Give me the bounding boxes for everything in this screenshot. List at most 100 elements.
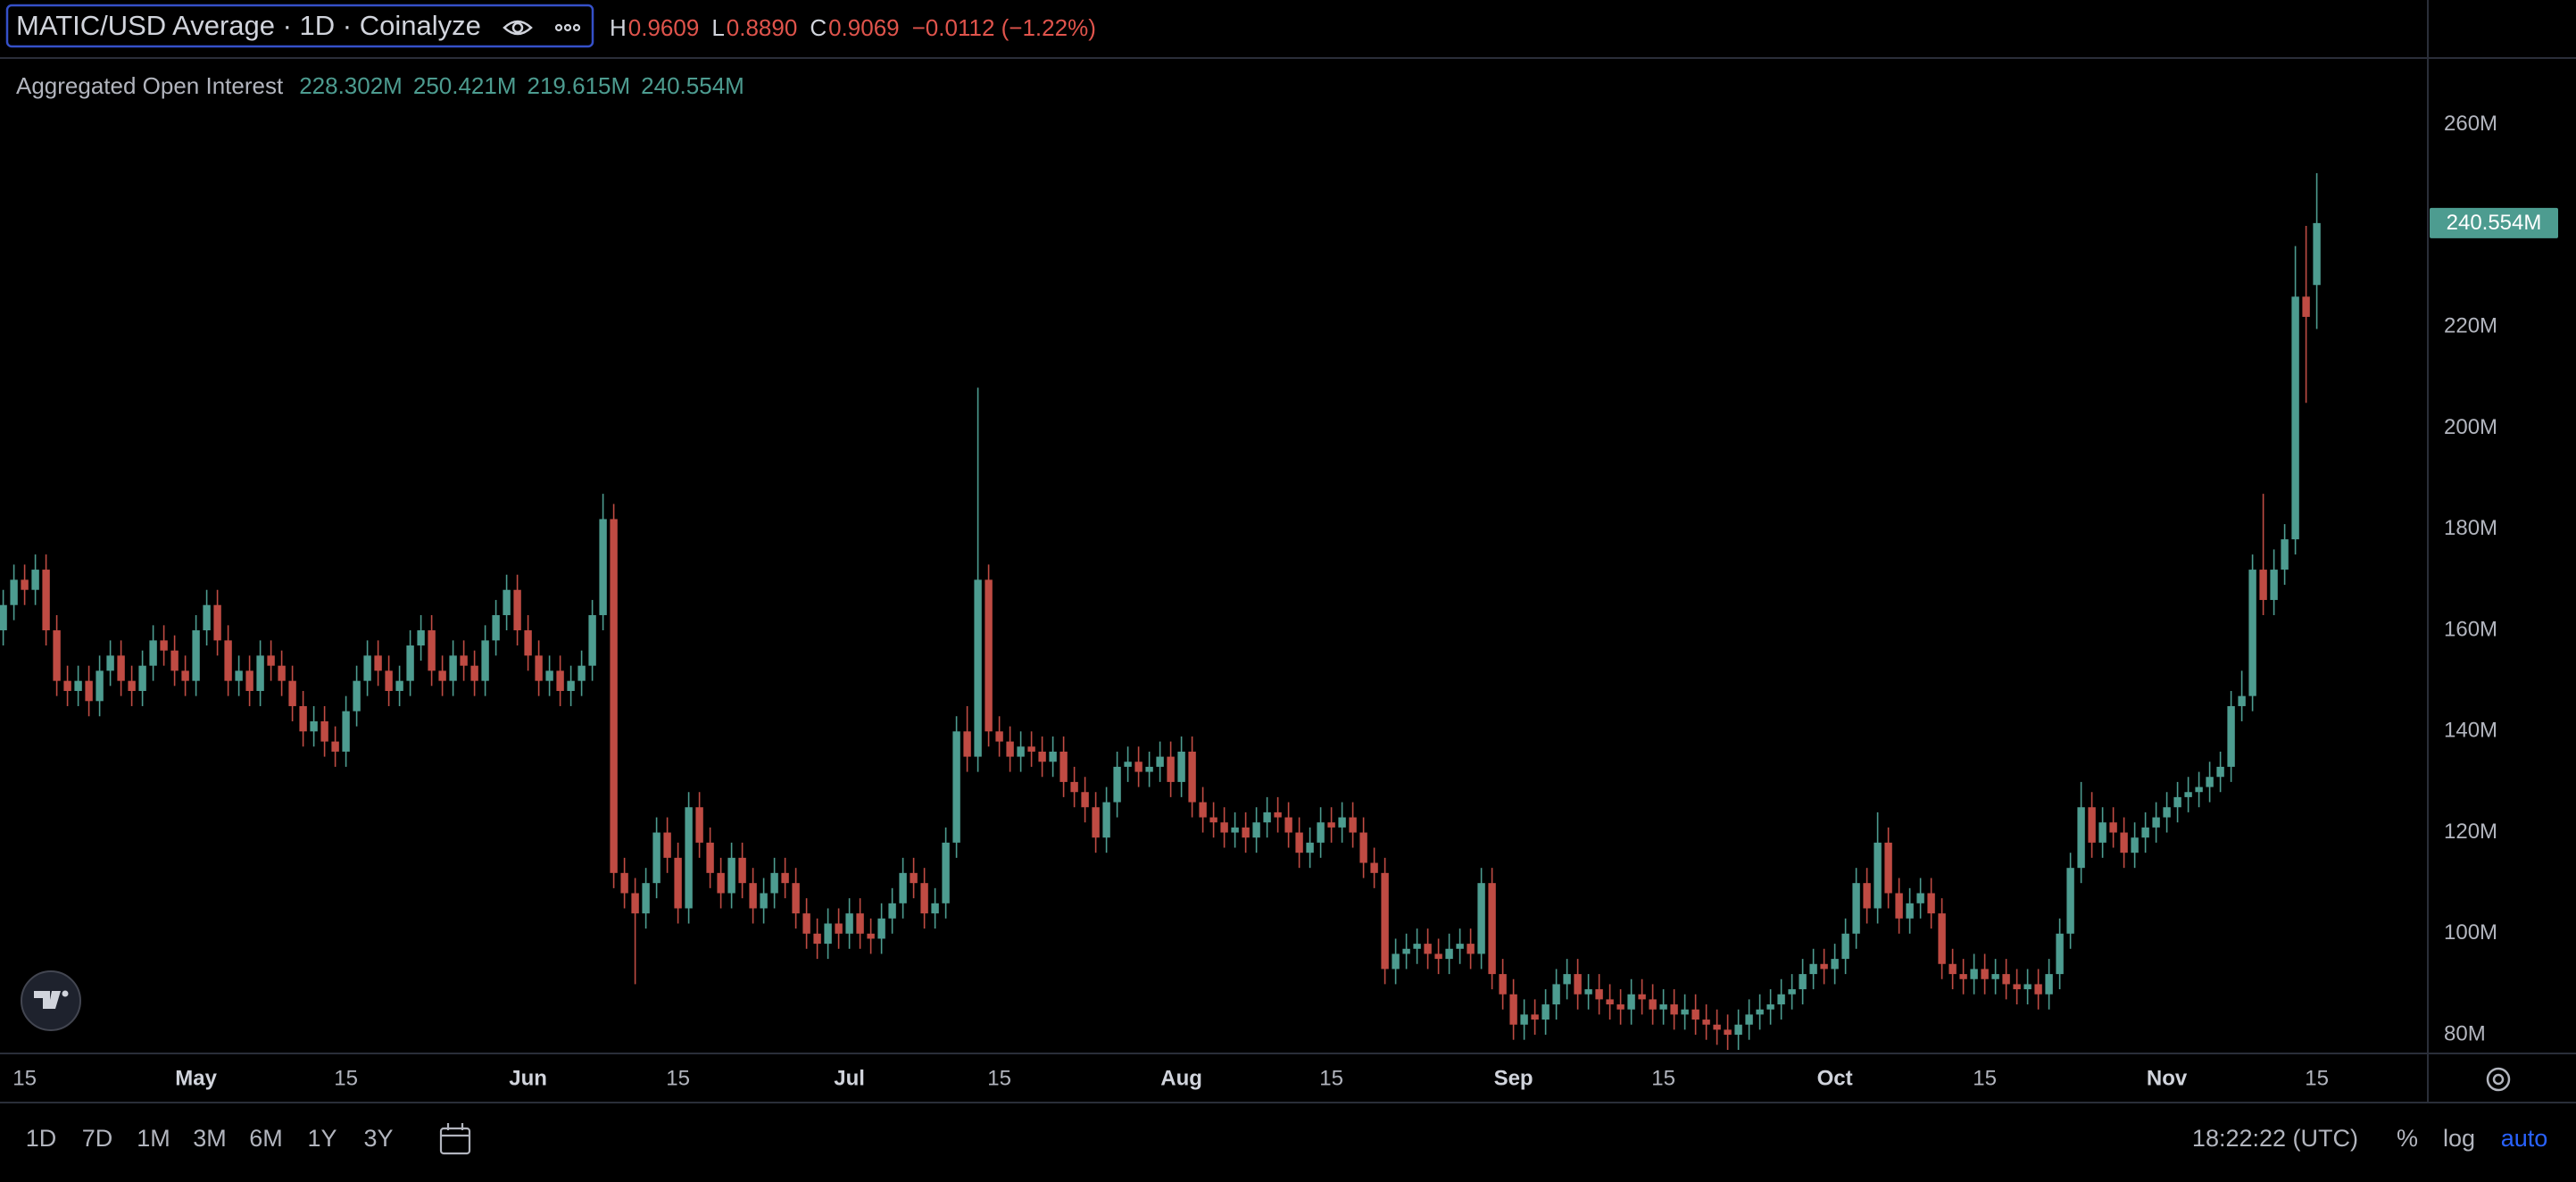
scale-option[interactable]: log xyxy=(2443,1125,2475,1152)
candle-body xyxy=(599,519,607,616)
candle-body xyxy=(867,933,875,939)
candle-body xyxy=(2163,807,2171,818)
range-button[interactable]: 7D xyxy=(82,1125,113,1152)
range-button[interactable]: 3M xyxy=(193,1125,227,1152)
candle-body xyxy=(1070,781,1078,793)
candle-body xyxy=(985,579,993,732)
candle-body xyxy=(1370,862,1378,873)
candle-body xyxy=(1724,1029,1732,1036)
candle-body xyxy=(760,893,768,909)
candle-body xyxy=(1252,822,1260,838)
candle-body xyxy=(1659,1004,1667,1010)
candle-body xyxy=(1681,1009,1689,1015)
settings-icon[interactable] xyxy=(2486,1067,2511,1092)
candle-body xyxy=(1895,893,1903,919)
candle-body xyxy=(1038,751,1046,762)
candle-body xyxy=(1874,842,1882,909)
symbol-box[interactable] xyxy=(5,4,594,48)
legend-value: 240.554M xyxy=(641,72,744,99)
candle-body xyxy=(545,670,553,681)
candle-body xyxy=(1456,944,1464,949)
calendar-icon[interactable] xyxy=(439,1123,471,1155)
candle-body xyxy=(1884,842,1892,894)
candle-body xyxy=(738,857,746,884)
candle-body xyxy=(888,903,896,919)
candle-body xyxy=(877,918,885,939)
range-button[interactable]: 1M xyxy=(137,1125,170,1152)
range-button[interactable]: 1Y xyxy=(307,1125,337,1152)
candle-body xyxy=(1359,832,1367,863)
candle-body xyxy=(674,857,682,909)
candle-body xyxy=(1242,827,1250,838)
candle-body xyxy=(663,832,671,858)
x-tick-label: Jun xyxy=(509,1066,547,1090)
candle-body xyxy=(342,711,350,752)
last-value-label: 240.554M xyxy=(2447,211,2542,235)
symbol-title[interactable]: MATIC/USD Average · 1D · Coinalyze xyxy=(16,10,481,41)
x-tick-label: 15 xyxy=(1319,1066,1343,1090)
candle-body xyxy=(2216,766,2224,778)
candle-body xyxy=(2291,296,2299,540)
candle-body xyxy=(1188,751,1196,803)
candle-body xyxy=(1295,832,1303,853)
candle-body xyxy=(42,570,50,631)
range-button[interactable]: 3Y xyxy=(363,1125,393,1152)
candle-body xyxy=(2259,570,2267,601)
ohlc-key: C xyxy=(810,14,827,41)
candle-body xyxy=(1627,994,1635,1010)
scale-option[interactable]: % xyxy=(2397,1125,2418,1152)
candle-body xyxy=(1756,1009,1764,1015)
candle-body xyxy=(438,670,446,681)
candle-body xyxy=(1916,893,1924,903)
candle-body xyxy=(470,665,478,681)
candle-body xyxy=(899,872,907,903)
candle-body xyxy=(449,655,457,681)
candle-body xyxy=(2152,817,2160,828)
candle-body xyxy=(706,842,714,873)
candle-body xyxy=(2023,984,2032,990)
candle-body xyxy=(1831,959,1839,970)
candle-body xyxy=(1134,762,1143,772)
candle-body xyxy=(117,655,125,681)
legend-value: 228.302M xyxy=(299,72,403,99)
x-tick-label: 15 xyxy=(666,1066,690,1090)
candle-body xyxy=(1402,948,1410,954)
range-button[interactable]: 6M xyxy=(249,1125,283,1152)
candle-body xyxy=(1852,883,1860,934)
candle-body xyxy=(160,640,168,651)
range-button[interactable]: 1D xyxy=(26,1125,57,1152)
candle-body xyxy=(63,680,71,691)
candle-body xyxy=(1445,948,1453,960)
candle-body xyxy=(1788,989,1796,995)
candle-body xyxy=(85,680,93,702)
candle-body xyxy=(2066,868,2074,934)
candle-body xyxy=(1670,1004,1678,1015)
candle-body xyxy=(1595,989,1603,1000)
candle-body xyxy=(845,913,853,934)
candle-body xyxy=(2109,822,2117,833)
candle-body xyxy=(524,630,532,656)
scale-option[interactable]: auto xyxy=(2501,1125,2548,1152)
candle-body xyxy=(288,680,296,706)
tradingview-logo[interactable] xyxy=(21,970,81,1031)
candle-body xyxy=(224,640,232,681)
candle-body xyxy=(245,670,253,691)
candle-body xyxy=(53,630,61,681)
candle-body xyxy=(963,731,971,757)
y-tick-label: 200M xyxy=(2444,415,2497,439)
candle-body xyxy=(2045,974,2053,995)
candle-body xyxy=(1059,751,1068,782)
candle-body xyxy=(363,655,371,681)
candle-body xyxy=(856,913,864,934)
candle-body xyxy=(278,665,286,681)
candle-body xyxy=(931,903,939,914)
x-tick-label: Oct xyxy=(1817,1066,1853,1090)
candle-body xyxy=(406,645,414,681)
x-tick-label: 15 xyxy=(2305,1066,2329,1090)
candle-body xyxy=(1981,969,1989,979)
eye-icon[interactable] xyxy=(503,20,533,36)
candle-body xyxy=(1638,994,1646,1000)
more-icon[interactable] xyxy=(554,23,581,32)
candle-body xyxy=(353,680,361,712)
candle-body xyxy=(1145,766,1153,772)
